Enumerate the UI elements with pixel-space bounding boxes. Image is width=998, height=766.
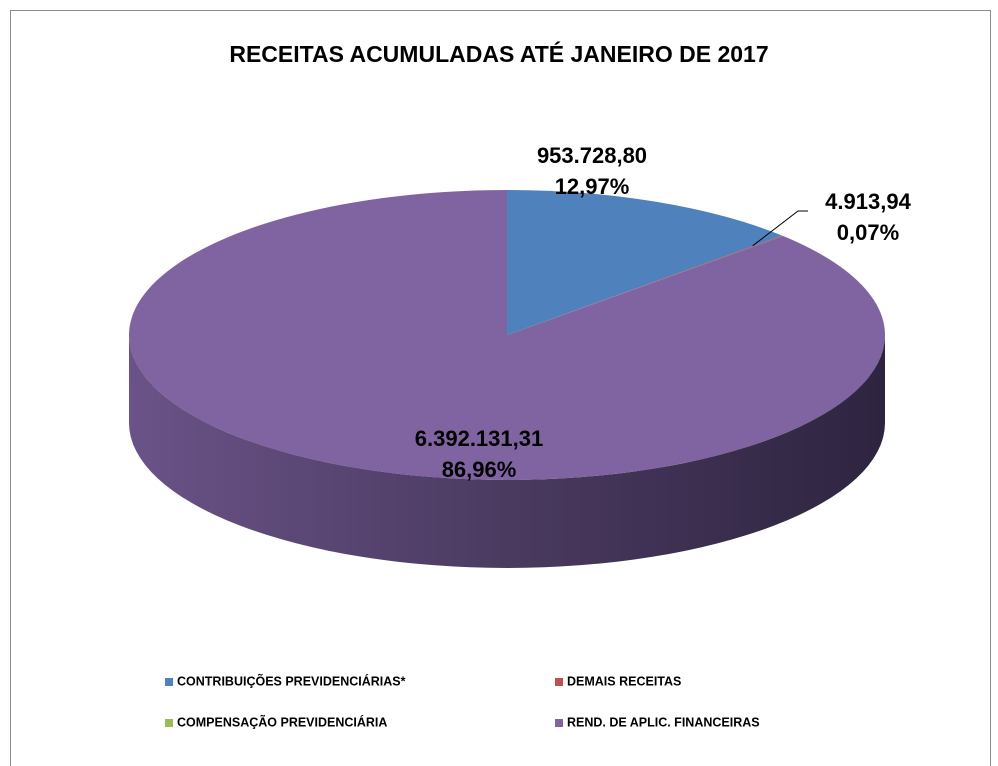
chart-title: RECEITAS ACUMULADAS ATÉ JANEIRO DE 2017 (229, 40, 768, 67)
pie-slice (507, 235, 784, 335)
data-label: 86,96% (442, 457, 517, 482)
legend-label: REND. DE APLIC. FINANCEIRAS (567, 715, 760, 729)
legend-label: DEMAIS RECEITAS (567, 674, 681, 688)
legend-label: COMPENSAÇÃO PREVIDENCIÁRIA (177, 714, 387, 729)
legend-swatch (165, 719, 173, 727)
data-label: 0,07% (837, 220, 899, 245)
data-label: 12,97% (555, 174, 630, 199)
pie-side (129, 335, 885, 568)
legend-swatch (555, 678, 563, 686)
data-label: 6.392.131,31 (415, 426, 543, 451)
leader-line (752, 210, 808, 247)
legend-swatch (165, 678, 173, 686)
pie-slice (128, 190, 885, 480)
legend-label: CONTRIBUIÇÕES PREVIDENCIÁRIAS* (177, 673, 406, 688)
data-label: 4.913,94 (825, 189, 911, 214)
pie-slice (507, 190, 783, 335)
data-label: 953.728,80 (537, 143, 647, 168)
legend-swatch (555, 719, 563, 727)
